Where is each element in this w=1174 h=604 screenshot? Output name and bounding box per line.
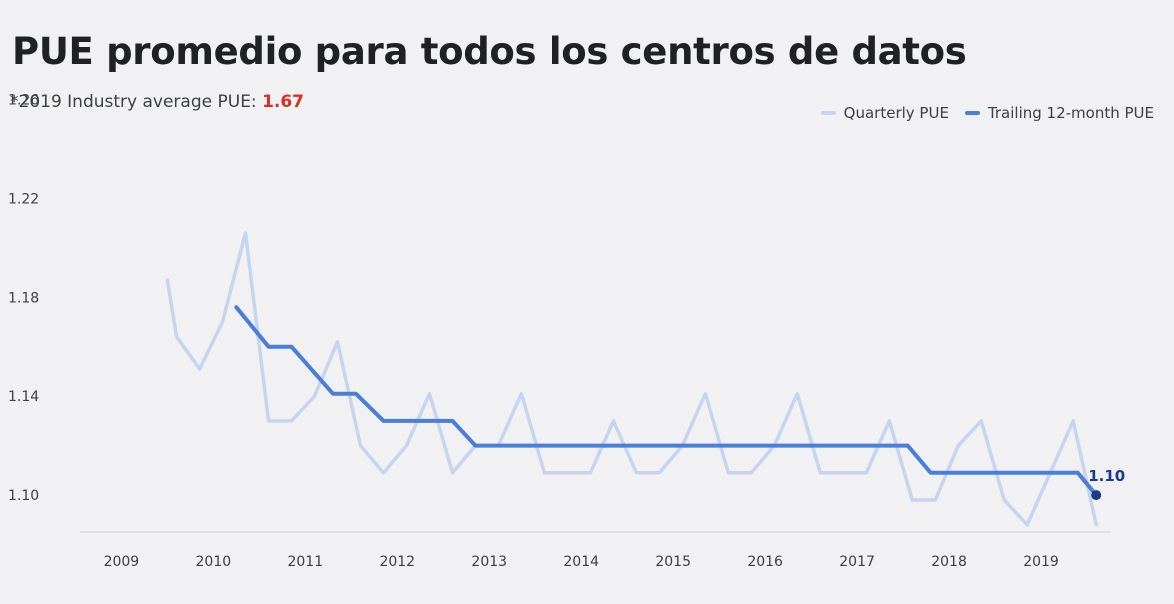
x-tick-label: 2013 [471, 554, 507, 570]
industry-average-value: 1.67 [262, 92, 305, 112]
y-tick-label: 1.22 [8, 191, 39, 207]
x-tick-label: 2014 [563, 554, 599, 570]
y-tick-label: 1.26 [8, 92, 39, 108]
y-tick-label: 1.14 [8, 389, 39, 405]
legend-item-quarterly: Quarterly PUE [820, 104, 949, 122]
x-tick-label: 2009 [104, 554, 140, 570]
series-line-trailing [234, 305, 1099, 498]
legend-item-trailing: Trailing 12-month PUE [964, 104, 1154, 122]
x-tick-label: 2017 [839, 554, 875, 570]
x-tick-label: 2011 [287, 554, 323, 570]
chart-subtitle: *2019 Industry average PUE: 1.67 [10, 92, 304, 112]
chart-legend: Quarterly PUE Trailing 12-month PUE [820, 104, 1154, 122]
trailing-end-point [1091, 490, 1102, 501]
x-tick-label: 2012 [379, 554, 415, 570]
legend-swatch-quarterly [820, 111, 836, 115]
chart-title: PUE promedio para todos los centros de d… [12, 30, 967, 73]
x-tick-label: 2010 [196, 554, 232, 570]
x-tick-label: 2018 [931, 554, 967, 570]
subtitle-prefix: *2019 Industry average PUE: [10, 92, 263, 112]
series-line-quarterly [165, 231, 1098, 527]
x-tick-label: 2016 [747, 554, 783, 570]
trailing-end-label: 1.10 [1088, 467, 1125, 485]
x-tick-label: 2019 [1023, 554, 1059, 570]
y-tick-label: 1.18 [8, 290, 39, 306]
legend-label-quarterly: Quarterly PUE [843, 104, 949, 122]
legend-swatch-trailing [964, 111, 980, 115]
legend-label-trailing: Trailing 12-month PUE [987, 104, 1154, 122]
x-tick-label: 2015 [655, 554, 691, 570]
y-tick-label: 1.10 [8, 488, 39, 504]
